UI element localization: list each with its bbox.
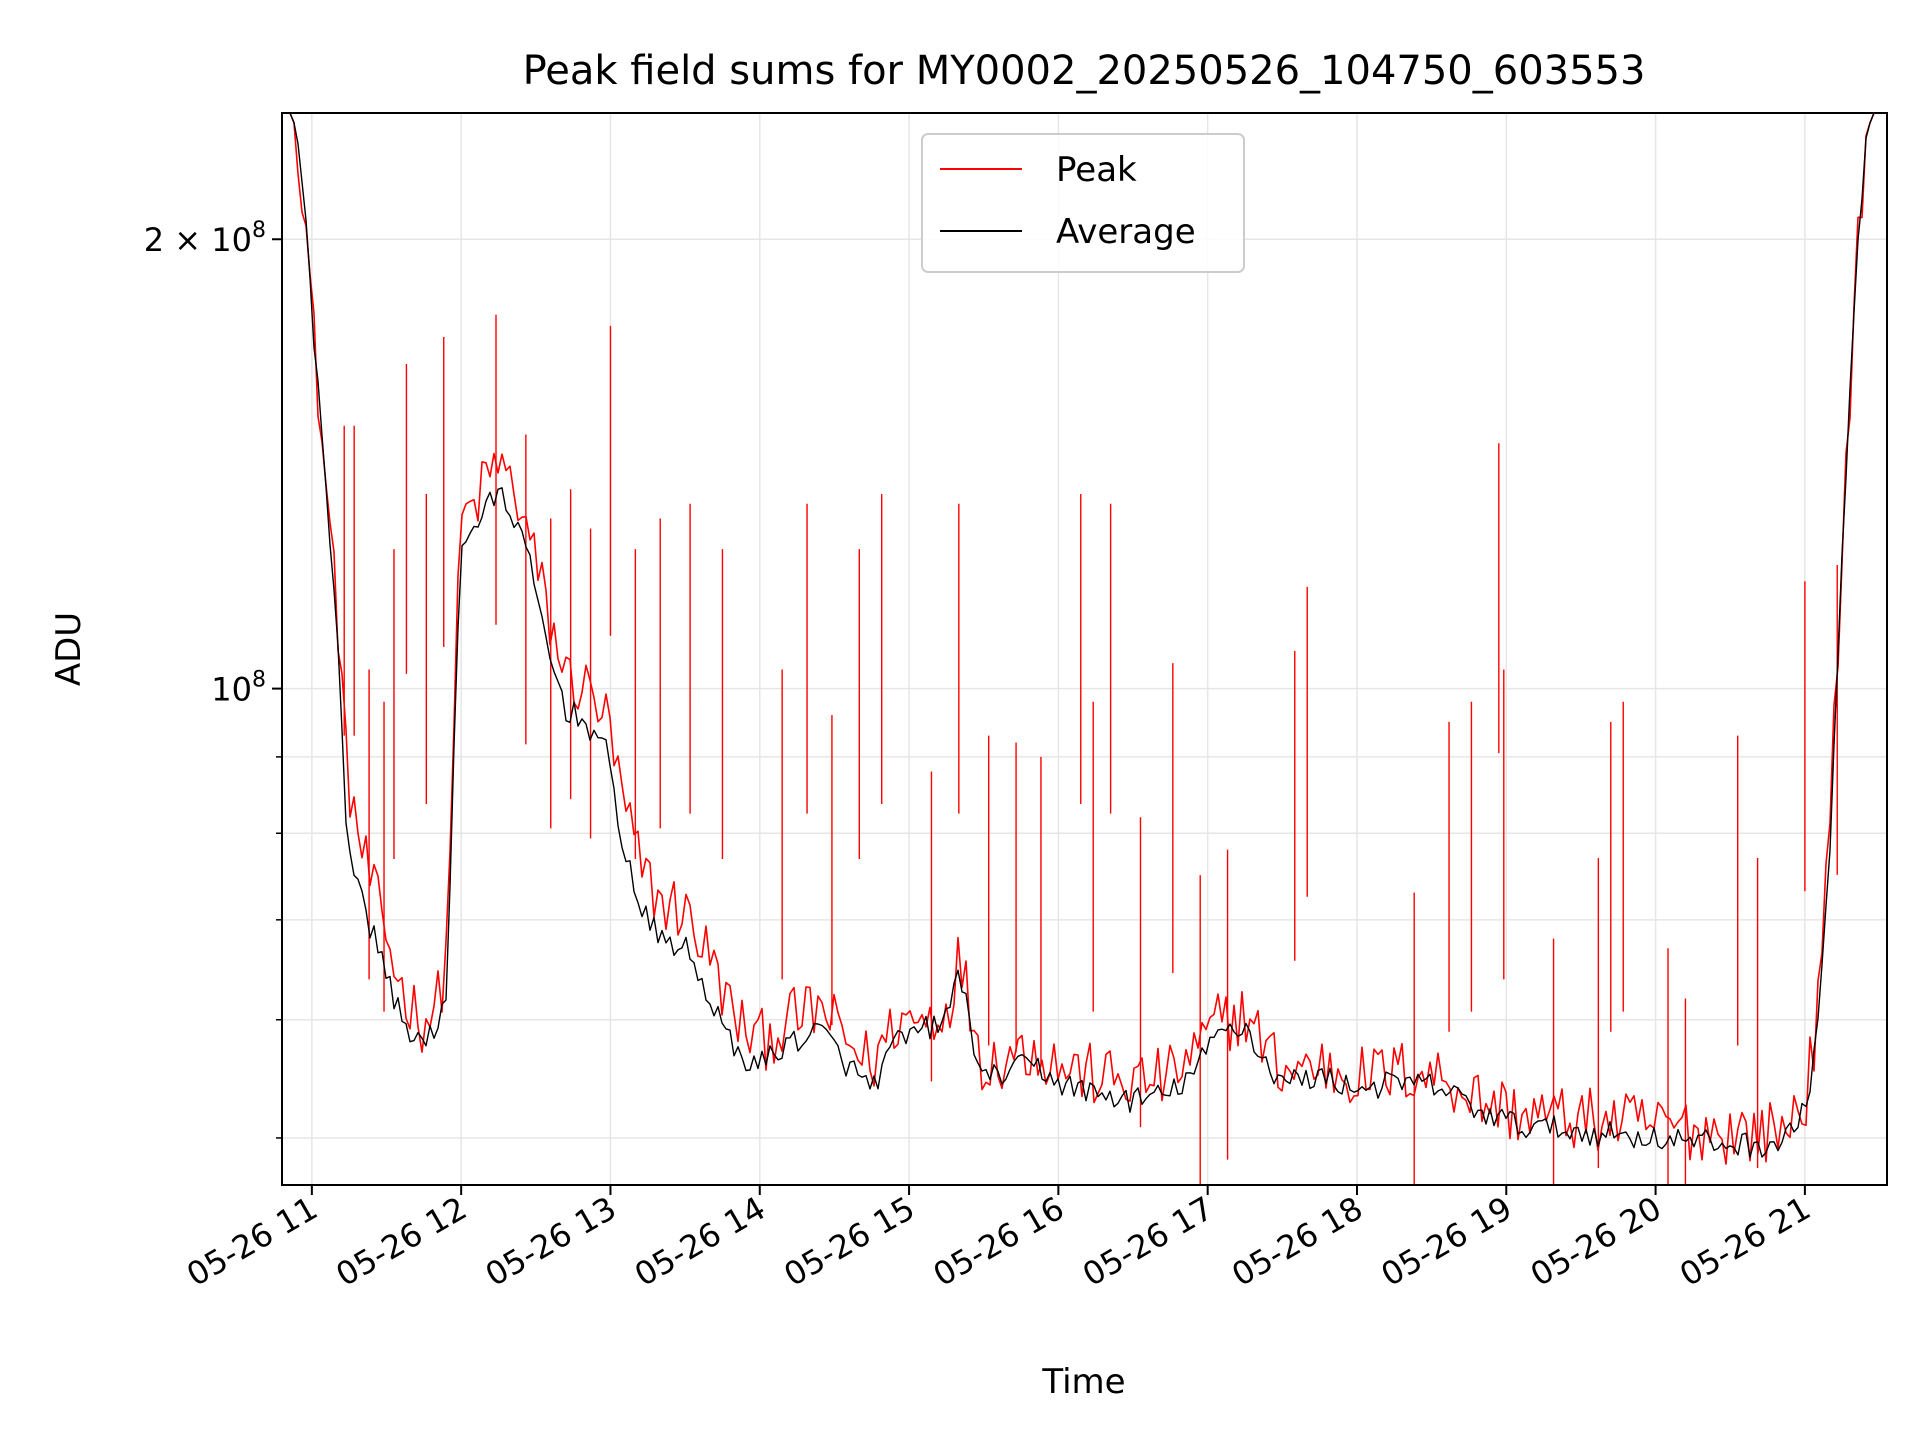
- legend-label-average: Average: [1056, 212, 1196, 252]
- series-peak-line: [282, 113, 1886, 1165]
- y-tick-label-base: 10: [211, 671, 252, 709]
- y-tick-label-base: 10: [211, 221, 252, 259]
- legend-label-peak: Peak: [1056, 150, 1137, 190]
- y-axis-label: ADU: [49, 612, 89, 686]
- y-tick-label: 2 × 108: [144, 218, 266, 259]
- x-axis-label: Time: [1041, 1362, 1125, 1402]
- y-tick-label-exponent: 8: [252, 668, 266, 693]
- y-tick-label-exponent: 8: [252, 218, 266, 243]
- y-tick-label: 108: [211, 668, 266, 709]
- chart-title: Peak field sums for MY0002_20250526_1047…: [523, 48, 1646, 94]
- series-average-line: [282, 113, 1886, 1158]
- y-tick-label-mantissa: 2 ×: [144, 221, 212, 259]
- plot-frame: [281, 112, 1888, 1186]
- series-layer: [282, 113, 1886, 1185]
- legend: Peak Average: [921, 133, 1245, 273]
